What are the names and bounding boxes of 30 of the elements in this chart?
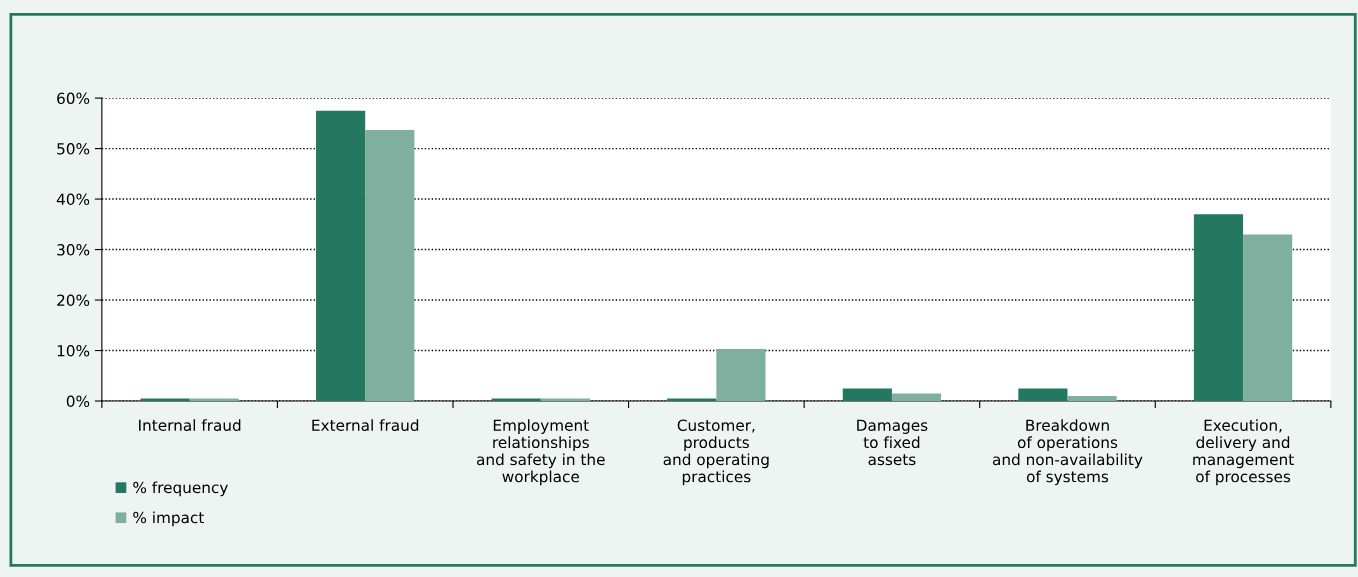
y-tick-label: 60% [57, 92, 90, 105]
bar [891, 393, 942, 402]
x-tick-label: Customer, products and operating practices [663, 419, 769, 486]
x-tick-label: Damages to fixed assets [857, 419, 928, 466]
bar [1018, 388, 1068, 402]
bar [1067, 395, 1117, 402]
x-tick-label: Breakdown of operations and non-availability of systems [992, 419, 1143, 486]
x-tick-label: Employment relationships and safety in the workplace [476, 419, 605, 486]
bar [1193, 214, 1244, 402]
y-tick-label: 40% [56, 193, 90, 206]
bar [667, 398, 717, 402]
y-tick-label: 50% [57, 143, 90, 155]
x-tick-label: External fraud [312, 419, 419, 432]
x-tick-label: Internal fraud [139, 419, 241, 432]
legend-label: % frequency [133, 481, 228, 497]
bar [316, 110, 366, 402]
legend-label: % impact [133, 511, 204, 527]
y-tick-label: 0% [66, 395, 90, 408]
bar [1243, 234, 1293, 402]
bar [140, 398, 190, 402]
y-tick-label: 30% [57, 244, 90, 256]
bar [365, 129, 415, 402]
bar [842, 388, 892, 402]
bar [716, 349, 766, 402]
bar [540, 398, 590, 402]
bar [189, 398, 239, 402]
y-tick-label: 20% [57, 294, 90, 307]
x-tick-label: Execution, delivery and management of processes [1193, 419, 1294, 486]
bar [491, 398, 541, 402]
y-tick-label: 10% [57, 344, 90, 357]
